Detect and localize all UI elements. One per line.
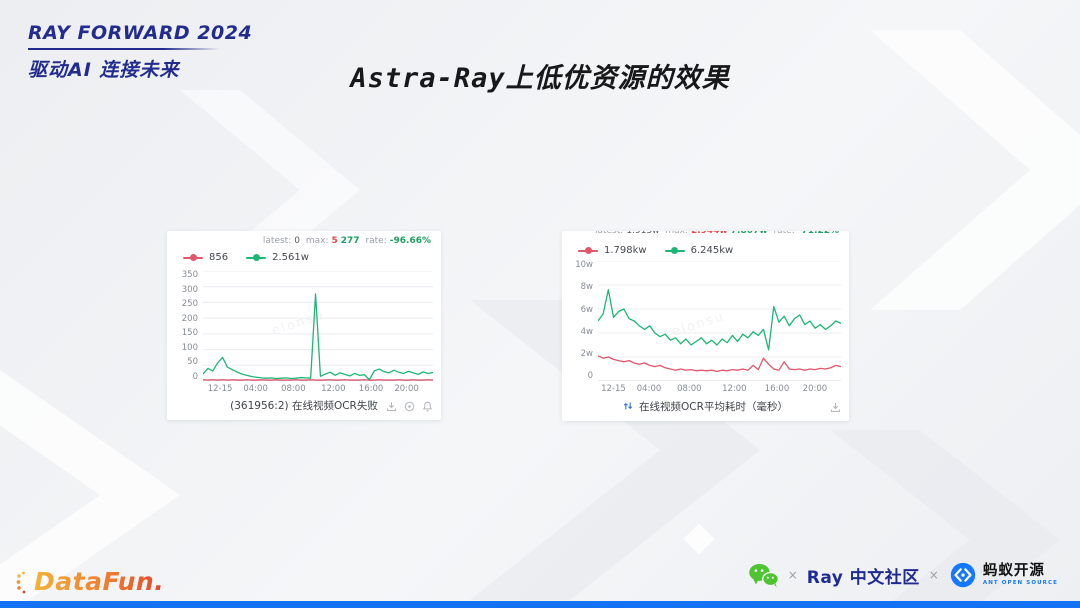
line-chart-ocr-latency [598,261,841,381]
legend-item-red[interactable]: 1.798kw [578,245,647,256]
latest-value: 1.913w [626,231,660,236]
max-label: max: [305,236,329,246]
max-red-value: 2.944w [690,231,728,236]
latest-label: latest: [262,236,292,246]
multiply-separator: × [787,568,798,582]
stats-line: latest: 0 max: 5 277 rate: -96.66% [260,236,431,246]
brand-block: RAY FORWARD 2024 驱动AI 连接未来 [28,22,252,82]
rate-label: rate: [365,236,387,246]
legend-mark-red [183,254,203,261]
legend-mark-red [578,247,598,254]
latest-value: 0 [294,236,300,246]
download-icon[interactable] [830,402,841,413]
legend-label: 2.561w [272,252,309,263]
line-chart-ocr-failures [203,271,433,381]
page-title: Astra-Ray上低优资源的效果 [350,63,730,94]
plot-area-wrap: 350 300 250 200 150 100 50 0 [173,271,433,381]
chart-panel-ocr-failures: elonsu latest: 0 max: 5 277 rate: -96.66% 85… [167,231,441,420]
ray-community-label: Ray 中文社区 [806,567,920,588]
download-icon[interactable] [386,401,397,412]
legend-label: 6.245kw [690,245,734,256]
ant-open-source-logo: 蚂蚁开源 ANT OPEN SOURCE [948,560,1058,590]
chart-panel-ocr-latency: elonsu latest: 1.913w max: 2.944w 7.807w ra… [562,231,849,421]
ant-icon [950,562,976,588]
brand-underline [28,48,220,50]
rate-value: -96.66% [389,236,431,246]
ant-logo-en: ANT OPEN SOURCE [982,579,1058,586]
max-green-value: 7.807w [730,231,768,236]
legend-item-green[interactable]: 6.245kw [664,245,734,256]
legend-label: 856 [209,252,229,263]
panel-title: 在线视频OCR平均耗时（毫秒） [639,401,788,413]
max-red-value: 5 [331,236,338,246]
multiply-separator: × [928,568,939,582]
datafun-logo-text: DataFun. [34,567,165,596]
legend-mark-green [664,247,685,254]
rate-value: -71.22% [797,231,839,236]
panel-title: (361956:2) 在线视频OCR失败 [230,400,378,412]
bottom-accent-bar [0,601,1080,608]
stats-line: latest: 1.913w max: 2.944w 7.807w rate: -71.… [592,231,839,236]
brand-title: RAY FORWARD 2024 [28,22,253,44]
latest-label: latest: [594,231,624,236]
y-axis: 10w 8w 6w 4w 2w 0 [575,260,593,382]
max-label: max: [665,231,688,236]
chart-legend: 856 2.561w [183,252,309,263]
ant-logo-cn: 蚂蚁开源 [982,563,1045,579]
plot-area-wrap: 10w 8w 6w 4w 2w 0 [568,261,841,381]
panel-caption: 在线视频OCR平均耗时（毫秒） [562,399,849,414]
panel-caption: (361956:2) 在线视频OCR失败 [167,398,441,413]
x-axis: 12-15 04:00 08:00 12:00 16:00 20:00 [601,384,828,394]
datafun-logo-mark [16,571,26,594]
compare-icon[interactable] [623,401,634,412]
panel-actions [386,401,433,412]
legend-item-green[interactable]: 2.561w [246,252,309,263]
record-icon[interactable] [404,401,415,412]
chart-legend: 1.798kw 6.245kw [578,245,733,256]
footer-partners: × Ray 中文社区 × 蚂蚁开源 ANT OPEN SOURCE [747,560,1058,590]
legend-label: 1.798kw [604,245,647,256]
brand-slogan: 驱动AI 连接未来 [28,59,180,81]
rate-label: rate: [773,231,795,236]
max-green-value: 277 [340,236,360,246]
bell-icon[interactable] [422,401,433,412]
wechat-icon [748,563,779,587]
legend-mark-green [246,254,267,261]
datafun-logo: DataFun. [16,567,164,596]
legend-item-red[interactable]: 856 [183,252,228,263]
y-axis: 350 300 250 200 150 100 50 0 [181,270,198,382]
panel-actions [830,402,841,413]
x-axis: 12-15 04:00 08:00 12:00 16:00 20:00 [207,384,419,394]
